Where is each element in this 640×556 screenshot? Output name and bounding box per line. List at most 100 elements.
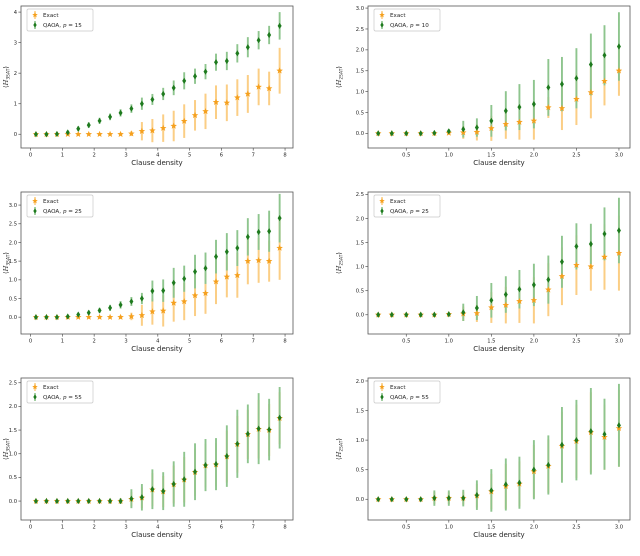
star-marker — [180, 117, 188, 124]
star-marker — [180, 298, 188, 305]
y-tick-label: 1.0 — [356, 438, 364, 444]
x-tick-label: 6 — [220, 339, 223, 345]
legend-box — [26, 8, 94, 32]
y-tick-label: 0.5 — [356, 110, 364, 116]
y-tick-label: 0.0 — [9, 315, 17, 321]
x-tick-label: 1.0 — [445, 525, 453, 531]
star-marker — [558, 104, 566, 112]
diamond-marker — [214, 59, 219, 66]
diamond-marker — [503, 291, 508, 298]
star-marker — [170, 299, 177, 306]
star-marker — [558, 272, 566, 279]
x-tick-label: 2 — [93, 339, 96, 345]
x-axis-label: Clause density — [131, 531, 182, 539]
x-tick-label: 0.5 — [402, 339, 410, 345]
diamond-marker — [76, 311, 81, 318]
x-tick-label: 7 — [252, 339, 255, 345]
diamond-marker — [267, 228, 272, 235]
diamond-marker — [380, 22, 384, 28]
diamond-marker — [474, 304, 479, 312]
diamond-marker — [203, 68, 208, 75]
x-tick-label: 7 — [252, 525, 255, 531]
legend-label: Exact — [43, 13, 59, 19]
y-tick-label: 0.5 — [9, 296, 17, 302]
diamond-marker — [224, 248, 229, 255]
x-tick-label: 2.5 — [572, 525, 580, 531]
star-marker — [32, 198, 38, 204]
y-tick-label: 3 — [14, 40, 17, 46]
x-tick-label: 0 — [29, 525, 32, 531]
x-axis-label: Clause density — [131, 159, 182, 167]
diamond-marker — [461, 126, 466, 133]
chart-3sat-p55: 0 1 2 3 4 5 6 7 8 0.0 0.5 1.0 1.5 2.0 2.5 Clause densit… — [2, 377, 294, 539]
legend-label: Exact — [390, 199, 406, 205]
y-tick-label: 1.5 — [356, 240, 364, 246]
diamond-marker — [161, 488, 166, 495]
diamond-marker — [588, 428, 593, 435]
x-tick-label: 6 — [220, 153, 223, 159]
diamond-marker — [404, 130, 409, 137]
y-axis-label: ⟨H2SAT⟩ — [335, 66, 345, 88]
x-tick-label: 2 — [93, 153, 96, 159]
diamond-marker — [616, 43, 621, 50]
star-marker — [473, 128, 481, 135]
x-tick-label: 7 — [252, 153, 255, 159]
star-marker — [573, 95, 580, 102]
diamond-marker — [546, 461, 551, 469]
diamond-marker — [108, 113, 113, 120]
diamond-marker — [389, 130, 394, 137]
star-marker — [276, 67, 283, 74]
diamond-marker — [256, 37, 261, 44]
diamond-marker — [559, 81, 564, 88]
x-tick-label: 5 — [188, 525, 191, 531]
diamond-marker — [44, 131, 49, 138]
diamond-marker — [118, 301, 123, 308]
x-axis-label: Clause density — [473, 159, 524, 167]
diamond-marker — [33, 131, 38, 138]
star-marker — [488, 304, 495, 311]
star-marker — [223, 99, 231, 106]
diamond-marker — [76, 497, 81, 505]
y-axis-label: ⟨H2SAT⟩ — [335, 252, 345, 274]
x-tick-label: 1.5 — [487, 525, 495, 531]
star-marker — [96, 313, 103, 320]
y-tick-label: 1.5 — [356, 69, 364, 75]
y-tick-label: 0 — [14, 132, 17, 138]
diamond-marker — [33, 497, 38, 505]
diamond-marker — [182, 77, 187, 84]
diamond-marker — [118, 497, 123, 505]
diamond-marker — [404, 311, 409, 318]
star-marker — [244, 90, 252, 97]
diamond-marker — [193, 268, 198, 275]
y-tick-label: 1.0 — [9, 452, 17, 458]
diamond-marker — [171, 480, 176, 488]
star-marker — [85, 130, 92, 138]
diamond-marker — [602, 52, 607, 59]
star-marker — [573, 261, 580, 268]
diamond-marker — [235, 50, 240, 57]
diamond-marker — [380, 394, 384, 400]
star-marker — [516, 118, 523, 125]
star-marker — [191, 292, 199, 299]
diamond-marker — [76, 125, 81, 132]
star-marker — [244, 257, 252, 264]
star-marker — [75, 130, 82, 138]
x-tick-label: 4 — [156, 525, 160, 531]
y-tick-label: 2.0 — [356, 216, 364, 222]
diamond-marker — [54, 497, 59, 505]
diamond-marker — [376, 311, 381, 318]
x-tick-label: 4 — [156, 153, 160, 159]
star-marker — [545, 286, 552, 293]
diamond-marker — [97, 117, 102, 124]
diamond-marker — [602, 230, 607, 237]
star-marker — [615, 249, 623, 256]
star-marker — [255, 256, 262, 264]
diamond-marker — [86, 309, 91, 316]
star-marker — [32, 12, 38, 18]
diamond-marker — [150, 287, 155, 295]
legend-box — [373, 8, 441, 32]
star-marker — [212, 278, 220, 285]
y-tick-label: 3.0 — [356, 6, 364, 12]
subplot-2sat-p10: 0.5 1.0 1.5 2.0 2.5 3.0 0.0 0.5 1.0 1.5 2.0 2.5 3.0 C… — [320, 0, 640, 186]
